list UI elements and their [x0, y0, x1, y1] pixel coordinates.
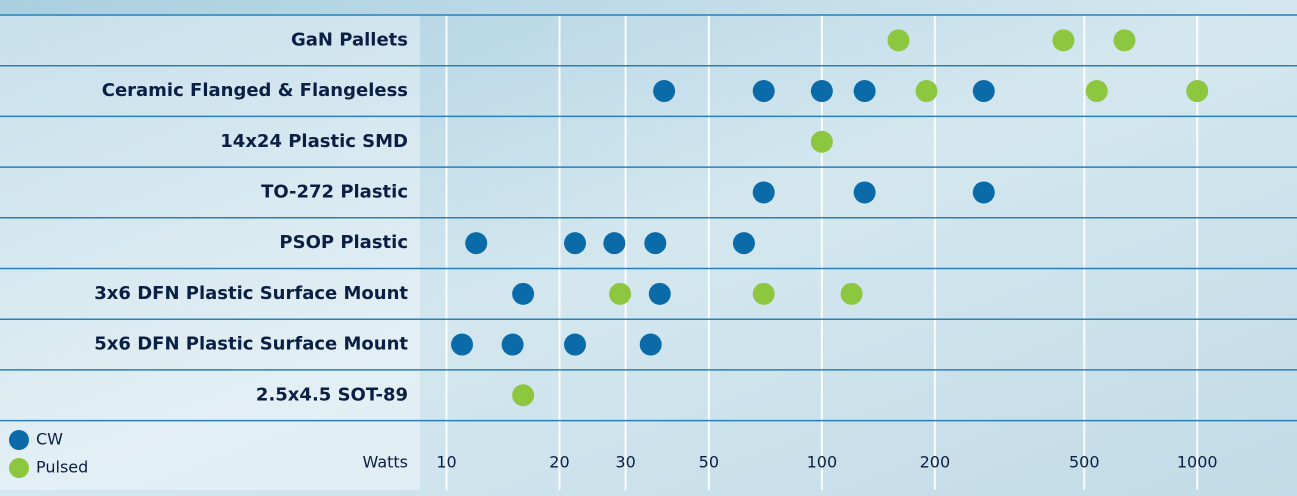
x-tick-label: 1000	[1177, 453, 1218, 472]
legend-swatch	[9, 458, 29, 478]
dot	[973, 181, 995, 203]
dot	[465, 232, 487, 254]
dot	[841, 283, 863, 305]
dot	[564, 232, 586, 254]
dot	[451, 334, 473, 356]
category-label: PSOP Plastic	[279, 232, 408, 253]
category-label: 5x6 DFN Plastic Surface Mount	[94, 334, 408, 355]
dot	[603, 232, 625, 254]
dot	[1113, 29, 1135, 51]
page: {"chart_data": {"type": "dot-plot", "cat…	[0, 0, 1297, 496]
x-tick-label: 10	[436, 453, 456, 472]
category-label: Ceramic Flanged & Flangeless	[102, 80, 408, 101]
legend-label: Pulsed	[36, 458, 88, 477]
x-tick-label: 100	[807, 453, 838, 472]
dot	[1186, 80, 1208, 102]
dot	[811, 131, 833, 153]
dot	[811, 80, 833, 102]
dot	[564, 334, 586, 356]
category-label: 14x24 Plastic SMD	[220, 131, 408, 152]
dot	[854, 181, 876, 203]
dot	[609, 283, 631, 305]
category-label: TO-272 Plastic	[261, 181, 408, 202]
dot	[1052, 29, 1074, 51]
dot	[753, 283, 775, 305]
x-tick-label: 30	[615, 453, 635, 472]
category-label: 3x6 DFN Plastic Surface Mount	[94, 283, 408, 304]
dot	[653, 80, 675, 102]
dot	[973, 80, 995, 102]
legend-label: CW	[36, 430, 63, 449]
category-label: GaN Pallets	[291, 29, 408, 50]
dot	[854, 80, 876, 102]
chart: Watts 10 20 30 50 100 200 500 1000 GaN Pallets Ce…	[0, 0, 1297, 496]
dot	[887, 29, 909, 51]
dot	[915, 80, 937, 102]
x-axis-label: Watts	[363, 453, 408, 472]
category-label: 2.5x4.5 SOT-89	[256, 384, 408, 405]
x-tick-label: 50	[699, 453, 719, 472]
dot	[753, 80, 775, 102]
dot	[753, 181, 775, 203]
dot	[640, 334, 662, 356]
x-tick-label: 500	[1069, 453, 1100, 472]
dot	[649, 283, 671, 305]
dot	[512, 384, 534, 406]
dot	[502, 334, 524, 356]
x-tick-label: 20	[549, 453, 569, 472]
legend-swatch	[9, 430, 29, 450]
dot	[733, 232, 755, 254]
dot	[512, 283, 534, 305]
dot	[1086, 80, 1108, 102]
dot	[644, 232, 666, 254]
x-tick-label: 200	[920, 453, 951, 472]
